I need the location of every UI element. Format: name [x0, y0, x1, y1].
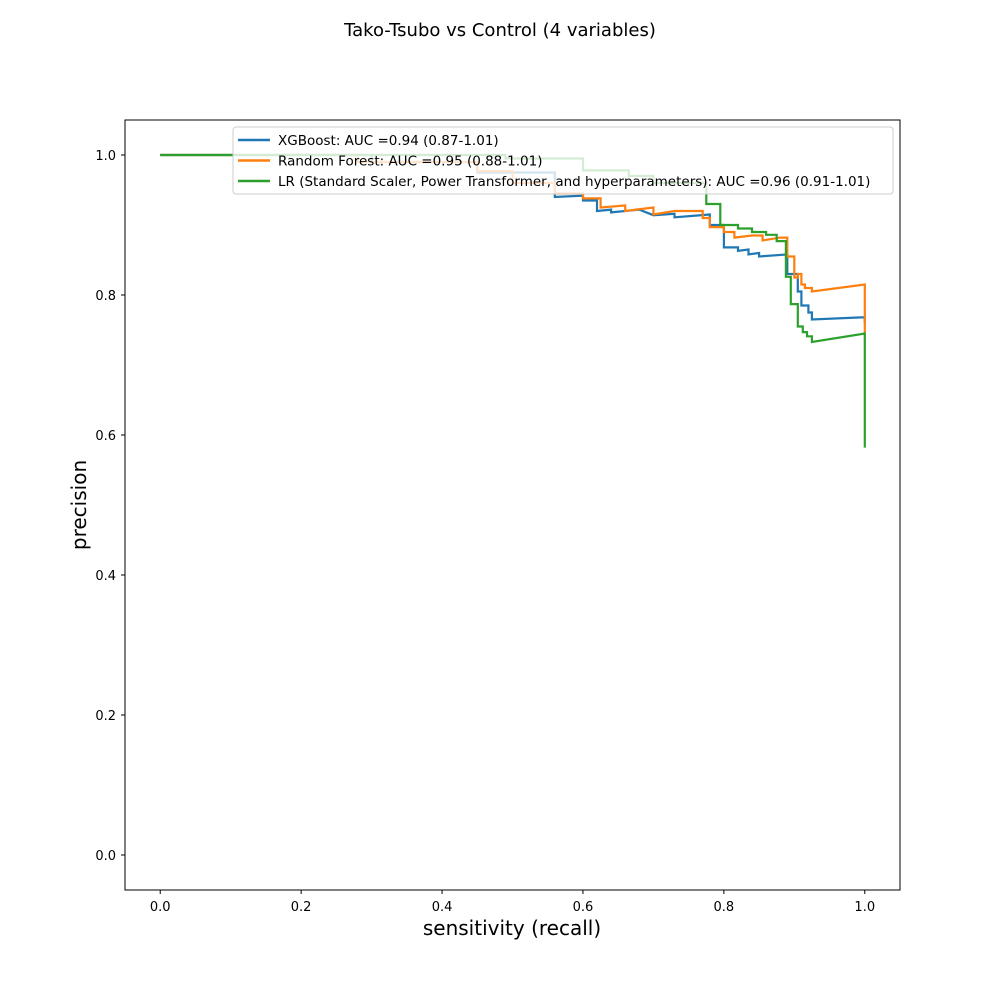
y-tick-label: 0.6 [95, 429, 116, 444]
legend-label-1: XGBoost: AUC =0.94 (0.87-1.01) [278, 133, 499, 149]
legend-label-2: Random Forest: AUC =0.95 (0.88-1.01) [278, 154, 542, 170]
y-tick-label: 0.4 [95, 569, 116, 584]
series-line-1 [160, 153, 866, 323]
y-axis-label: precision [67, 460, 91, 550]
legend: XGBoost: AUC =0.94 (0.87-1.01) Random For… [232, 126, 894, 195]
y-tick-label: 1.0 [95, 149, 116, 164]
legend-box [232, 126, 894, 195]
plot-frame [124, 119, 901, 891]
y-tick-label: 0.0 [95, 849, 116, 864]
x-tick-label: 0.2 [291, 900, 312, 915]
x-tick-label: 0.0 [150, 900, 171, 915]
series-layer [160, 153, 866, 448]
legend-label-3: LR (Standard Scaler, Power Transformer, … [278, 174, 870, 190]
x-tick-label: 1.0 [854, 900, 875, 915]
series-line-3 [160, 153, 866, 448]
y-tick-label: 0.8 [95, 289, 116, 304]
x-axis-ticks: 0.0 0.2 0.4 0.6 0.8 1.0 [150, 890, 875, 915]
x-axis-label: sensitivity (recall) [423, 916, 601, 940]
x-tick-label: 0.8 [714, 900, 735, 915]
y-tick-label: 0.2 [95, 709, 116, 724]
x-tick-label: 0.4 [432, 900, 453, 915]
x-tick-label: 0.6 [573, 900, 594, 915]
chart-title: Tako-Tsubo vs Control (4 variables) [343, 20, 656, 41]
y-axis-ticks: 0.0 0.2 0.4 0.6 0.8 1.0 [95, 149, 125, 864]
